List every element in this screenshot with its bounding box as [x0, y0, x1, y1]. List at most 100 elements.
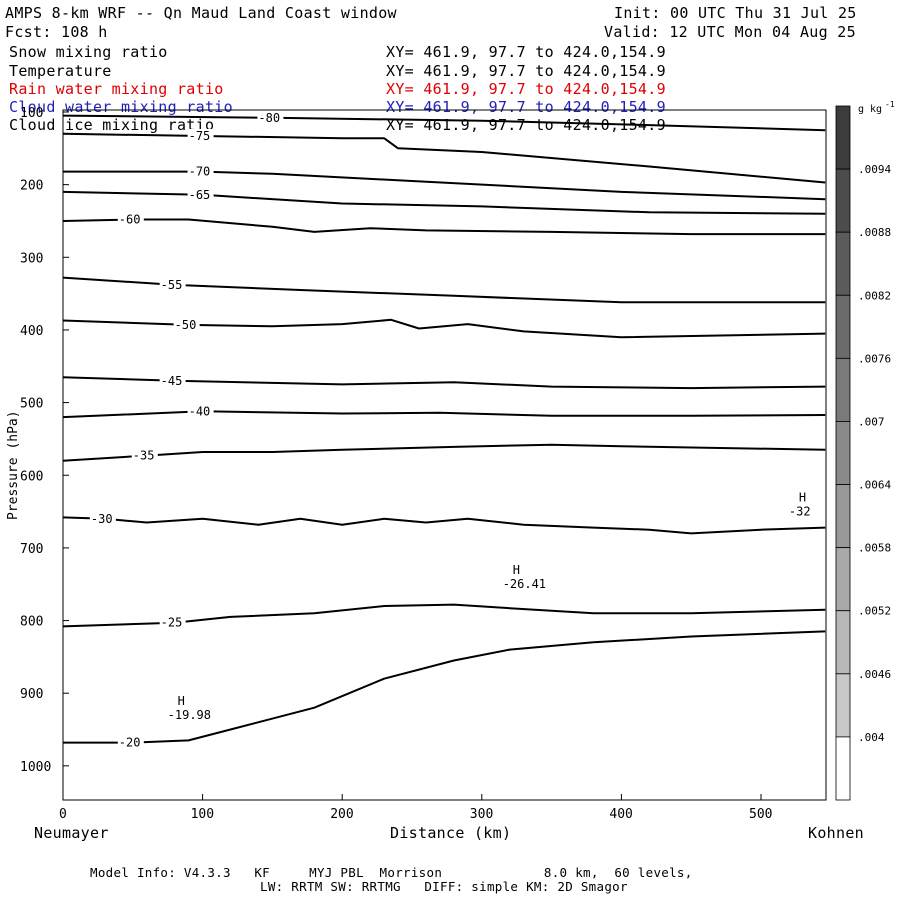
- isotherm-label-6: -50: [175, 318, 197, 332]
- y-tick-label-1: 200: [20, 179, 43, 194]
- isotherm-label-7: -45: [161, 374, 183, 388]
- isotherm-4: [62, 218, 826, 236]
- y-tick-label-0: 100: [20, 106, 43, 121]
- colorbar-label-8: .0046: [858, 668, 891, 681]
- isotherm-label-2: -70: [189, 165, 211, 179]
- isotherm-label-11: -25: [161, 616, 183, 630]
- legend-rain-xy: XY= 461.9, 97.7 to 424.0,154.9: [386, 80, 666, 98]
- x-tick-label-2: 200: [330, 807, 353, 822]
- colorbar-label-0: .0094: [858, 163, 891, 176]
- plot-frame: [62, 109, 827, 801]
- isotherm-label-bg-0: [257, 110, 284, 124]
- isotherm-6: [62, 318, 826, 339]
- isotherm-5: [62, 276, 826, 304]
- legend-temperature: Temperature: [9, 62, 112, 80]
- colorbar-cell-9: [835, 673, 851, 738]
- x-tick-label-1: 100: [191, 807, 214, 822]
- colorbar-label-7: .0052: [858, 605, 891, 618]
- x-axis-label: Distance (km): [390, 824, 512, 842]
- isotherm-label-0: -80: [258, 111, 280, 125]
- high-value-0: -19.98: [168, 708, 211, 722]
- high-marker-0: H: [178, 694, 185, 708]
- colorbar-unit-exponent: -1: [885, 100, 895, 109]
- isotherm-label-10: -30: [91, 512, 113, 526]
- isotherm-11: [62, 603, 826, 628]
- isotherm-label-12: -20: [119, 736, 141, 750]
- y-tick-label-2: 300: [20, 251, 43, 266]
- isotherm-label-bg-7: [159, 373, 186, 387]
- colorbar-cell-6: [835, 484, 851, 549]
- colorbar-cell-1: [835, 168, 851, 233]
- x-right-label: Kohnen: [808, 824, 864, 842]
- colorbar-cell-5: [835, 421, 851, 485]
- x-tick-label-5: 500: [749, 807, 772, 822]
- colorbar-cell-2: [835, 231, 851, 296]
- legend-snow-xy: XY= 461.9, 97.7 to 424.0,154.9: [386, 43, 666, 61]
- isotherm-label-bg-1: [187, 128, 214, 142]
- y-tick-label-3: 400: [20, 324, 43, 339]
- colorbar-unit: g kg: [858, 104, 882, 115]
- high-marker-2: H: [799, 491, 806, 505]
- y-tick-label-7: 800: [20, 615, 43, 630]
- isotherm-label-5: -55: [161, 278, 183, 292]
- valid-time: Valid: 12 UTC Mon 04 Aug 25: [604, 23, 856, 41]
- y-tick-label-9: 1000: [20, 760, 51, 775]
- colorbar-cell-8: [835, 610, 851, 675]
- colorbar-label-5: .0064: [858, 479, 891, 492]
- legend-snow: Snow mixing ratio: [9, 43, 168, 61]
- isotherm-label-bg-10: [89, 511, 116, 525]
- isotherm-label-bg-8: [187, 404, 214, 418]
- isotherm-label-9: -35: [133, 449, 155, 463]
- model-info-line2: LW: RRTM SW: RRTMG DIFF: simple KM: 2D S…: [260, 879, 628, 894]
- y-tick-label-8: 900: [20, 687, 43, 702]
- high-value-2: -32: [789, 505, 811, 519]
- y-tick-label-5: 600: [20, 469, 43, 484]
- isotherm-12: [63, 630, 826, 744]
- isotherm-label-bg-11: [159, 615, 186, 629]
- isotherm-0: [62, 114, 826, 132]
- legend-rain: Rain water mixing ratio: [9, 80, 224, 98]
- colorbar-cell-10: [835, 736, 851, 801]
- isotherm-label-3: -65: [189, 188, 211, 202]
- isotherm-label-bg-4: [117, 212, 144, 226]
- isotherm-label-bg-3: [187, 187, 214, 201]
- isotherm-10: [62, 516, 826, 535]
- isotherm-3: [62, 190, 826, 215]
- legend-cloud-water-xy: XY= 461.9, 97.7 to 424.0,154.9: [386, 98, 666, 116]
- x-tick-label-3: 300: [470, 807, 493, 822]
- colorbar-label-4: .007: [858, 415, 885, 428]
- chart-title: AMPS 8-km WRF -- Qn Maud Land Coast wind…: [5, 4, 397, 22]
- legend-cloud-ice: Cloud ice mixing ratio: [9, 116, 215, 134]
- isotherm-2: [63, 170, 826, 201]
- isotherm-label-1: -75: [189, 129, 211, 143]
- model-info-line1: Model Info: V4.3.3 KF MYJ PBL Morrison 8…: [90, 865, 693, 880]
- colorbar-cell-4: [835, 357, 851, 422]
- init-time: Init: 00 UTC Thu 31 Jul 25: [614, 4, 857, 22]
- colorbar-label-9: .004: [858, 731, 885, 744]
- forecast-hour: Fcst: 108 h: [5, 23, 108, 41]
- x-tick-label-0: 0: [59, 807, 67, 822]
- high-value-1: -26.41: [503, 577, 546, 591]
- y-axis-label: Pressure (hPa): [6, 410, 21, 520]
- colorbar-cell-0: [835, 105, 851, 170]
- isotherm-label-bg-5: [159, 277, 186, 291]
- isotherm-label-4: -60: [119, 213, 141, 227]
- isotherm-8: [62, 410, 826, 419]
- isotherm-label-bg-9: [131, 448, 158, 462]
- isotherm-9: [62, 443, 826, 462]
- legend-temperature-xy: XY= 461.9, 97.7 to 424.0,154.9: [386, 62, 666, 80]
- y-tick-label-4: 500: [20, 397, 43, 412]
- x-left-label: Neumayer: [34, 824, 109, 842]
- colorbar-label-1: .0088: [858, 226, 891, 239]
- isotherm-label-8: -40: [189, 404, 211, 418]
- high-marker-1: H: [513, 563, 520, 577]
- legend-cloud-water: Cloud water mixing ratio: [9, 98, 233, 116]
- isotherm-1: [62, 132, 826, 184]
- y-tick-label-6: 700: [20, 542, 43, 557]
- colorbar-cell-3: [835, 294, 851, 359]
- colorbar-label-2: .0082: [858, 289, 891, 302]
- colorbar-label-3: .0076: [858, 352, 891, 365]
- isotherm-label-bg-12: [117, 735, 144, 749]
- isotherm-label-bg-2: [187, 164, 214, 178]
